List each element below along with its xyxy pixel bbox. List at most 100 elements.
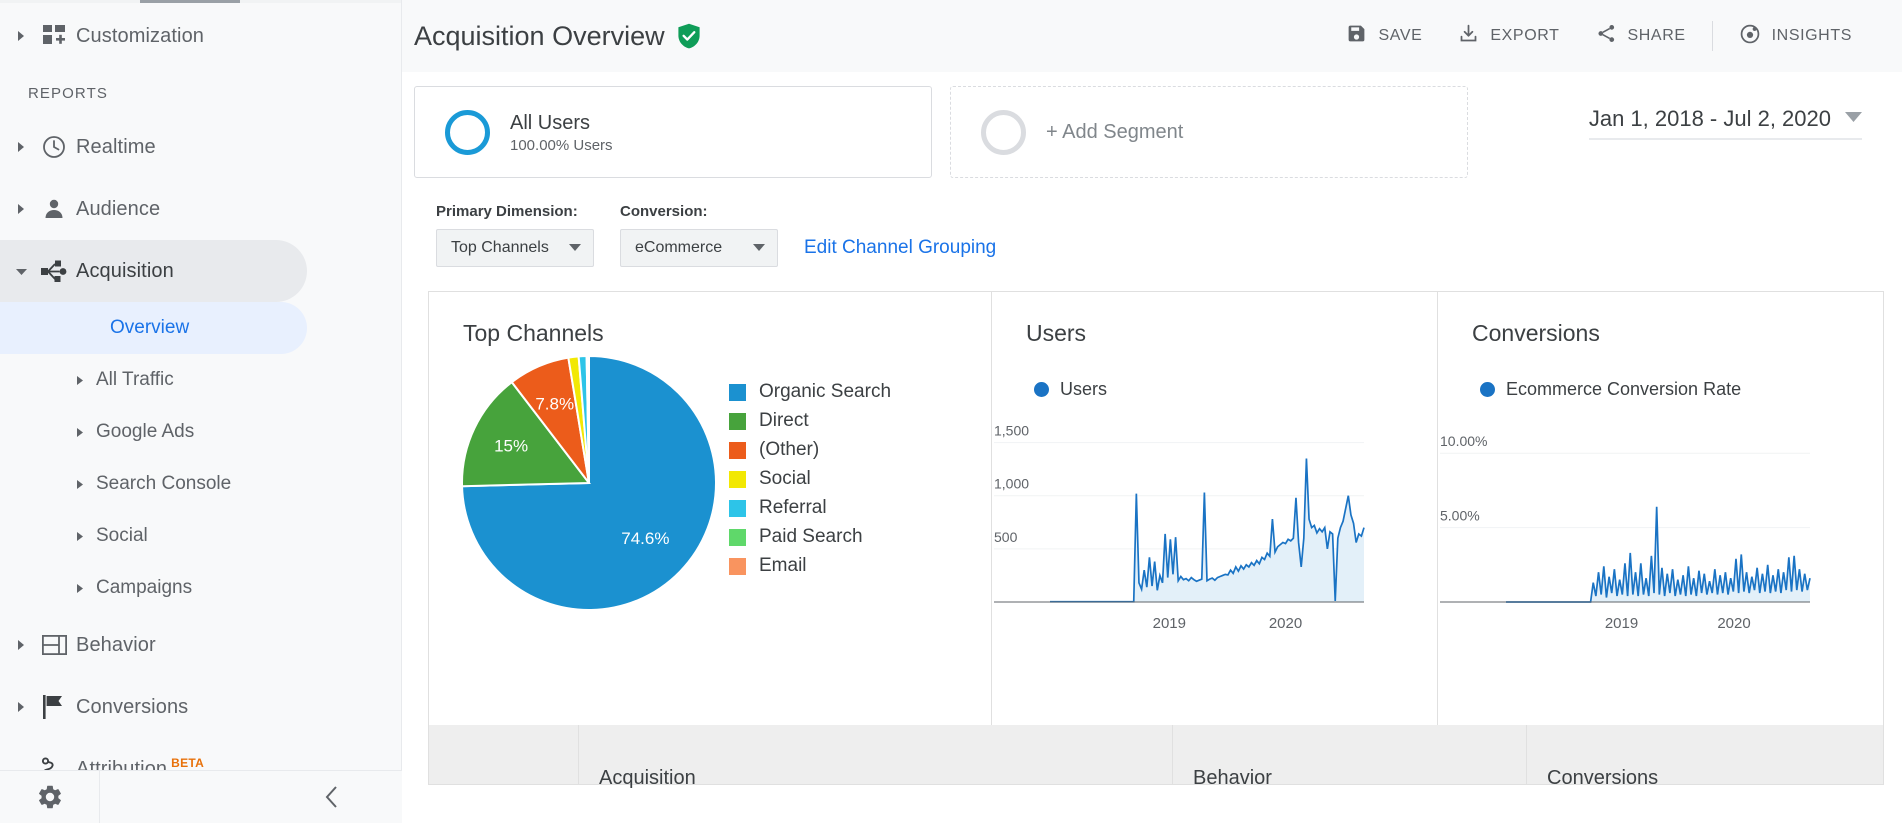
chevron-down-icon: [753, 239, 765, 257]
table-column-label: Conversions: [1547, 767, 1659, 789]
add-segment-button[interactable]: + Add Segment: [950, 86, 1468, 178]
chevron-right-icon: [10, 640, 32, 650]
sidebar-item-overview[interactable]: Overview: [0, 302, 307, 354]
segment-all-users[interactable]: All Users 100.00% Users: [414, 86, 932, 178]
main-content: Acquisition Overview SAVE: [402, 0, 1902, 823]
svg-text:1,000: 1,000: [994, 476, 1029, 492]
chevron-down-icon: [1845, 110, 1862, 128]
segment-list: All Users 100.00% Users + Add Segment: [402, 86, 1468, 178]
sidebar-item-customization[interactable]: Customization: [0, 5, 401, 67]
attribution-text: Attribution: [76, 757, 168, 774]
pie-legend-item[interactable]: Paid Search: [729, 526, 891, 548]
edit-channel-grouping-link[interactable]: Edit Channel Grouping: [804, 237, 997, 258]
pie-legend-item[interactable]: Social: [729, 468, 891, 490]
download-icon: [1458, 23, 1479, 49]
sidebar-item-label: Audience: [76, 197, 161, 220]
sidebar-item-social[interactable]: Social: [0, 510, 401, 562]
collapse-sidebar-button[interactable]: [100, 771, 402, 823]
add-segment-label: + Add Segment: [1046, 120, 1184, 143]
pie-legend-item[interactable]: Direct: [729, 410, 891, 432]
chevron-right-icon: [10, 702, 32, 712]
svg-text:500: 500: [994, 529, 1018, 545]
segment-text: All Users 100.00% Users: [510, 110, 613, 154]
sidebar-item-google-ads[interactable]: Google Ads: [0, 406, 401, 458]
save-button[interactable]: SAVE: [1328, 14, 1440, 58]
share-button[interactable]: SHARE: [1578, 14, 1704, 58]
save-label: SAVE: [1378, 27, 1423, 44]
legend-dot-icon: [1034, 382, 1049, 397]
table-column-conversions: Conversions: [1527, 725, 1883, 789]
segment-bar: All Users 100.00% Users + Add Segment Ja…: [402, 72, 1902, 179]
legend-swatch-icon: [729, 383, 746, 401]
chevron-right-icon: [76, 583, 96, 593]
primary-dimension-select[interactable]: Top Channels: [436, 229, 594, 267]
acquisition-icon: [32, 260, 76, 282]
pie-legend-item[interactable]: Referral: [729, 497, 891, 519]
sidebar-item-label: Realtime: [76, 135, 156, 158]
panel-title: Users: [1026, 320, 1087, 346]
chevron-right-icon: [76, 479, 96, 489]
save-icon: [1346, 23, 1367, 49]
chevron-right-icon: [76, 531, 96, 541]
share-icon: [1596, 23, 1617, 49]
sidebar-item-acquisition[interactable]: Acquisition: [0, 240, 307, 302]
svg-text:5.00%: 5.00%: [1440, 508, 1480, 524]
sidebar: Customization REPORTS Realtime: [0, 0, 402, 823]
legend-dot-icon: [1480, 382, 1495, 397]
export-button[interactable]: EXPORT: [1440, 14, 1577, 58]
panel-top-channels: Top Channels 74.6% 15% 7.8% Organic Search…: [429, 292, 991, 725]
sidebar-item-audience[interactable]: Audience: [0, 178, 401, 240]
sidebar-scroll[interactable]: Customization REPORTS Realtime: [0, 3, 401, 773]
panel-conversions: Conversions Ecommerce Conversion Rate 5.…: [1437, 292, 1883, 725]
legend-swatch-icon: [729, 557, 746, 575]
clock-icon: [32, 135, 76, 159]
pie-legend-item[interactable]: (Other): [729, 439, 891, 461]
svg-text:2020: 2020: [1269, 615, 1302, 632]
users-legend: Users: [992, 379, 1437, 400]
gear-icon[interactable]: [0, 770, 100, 823]
sidebar-item-attribution[interactable]: Attribution BETA: [0, 738, 401, 773]
pie-chart-area: 74.6% 15% 7.8% Organic Search Direct (Other)…: [429, 353, 991, 618]
sidebar-item-search-console[interactable]: Search Console: [0, 458, 401, 510]
sidebar-item-behavior[interactable]: Behavior: [0, 614, 401, 676]
chevron-right-icon: [76, 427, 96, 437]
panel-title: Conversions: [1472, 320, 1600, 346]
chevron-right-icon: [10, 31, 32, 41]
legend-swatch-icon: [729, 412, 746, 430]
sidebar-subitem-label: Overview: [110, 317, 190, 338]
conversions-legend-label: Ecommerce Conversion Rate: [1506, 379, 1742, 399]
svg-text:15%: 15%: [494, 437, 528, 456]
page-title: Acquisition Overview: [414, 21, 701, 52]
table-column-acquisition: Acquisition: [579, 725, 1173, 789]
users-chart[interactable]: 500 1,000 1,500 2019 2020: [992, 406, 1437, 651]
conversions-legend: Ecommerce Conversion Rate: [1438, 379, 1883, 400]
pie-chart[interactable]: 74.6% 15% 7.8%: [429, 353, 729, 618]
sidebar-item-label: Customization: [76, 24, 205, 47]
pie-legend-item[interactable]: Organic Search: [729, 381, 891, 403]
pie-legend-item[interactable]: Email: [729, 555, 891, 577]
sidebar-subitem-label: Social: [96, 525, 148, 546]
header-toolbar: SAVE EXPORT: [1328, 14, 1870, 58]
insights-button[interactable]: INSIGHTS: [1721, 14, 1870, 58]
sidebar-item-realtime[interactable]: Realtime: [0, 116, 401, 178]
conversions-chart[interactable]: 5.00% 10.00% 2019 2020: [1438, 406, 1883, 651]
dimension-controls: Primary Dimension: Top Channels Conversi…: [402, 179, 1902, 267]
date-range-picker[interactable]: Jan 1, 2018 - Jul 2, 2020: [1588, 106, 1862, 140]
sidebar-item-all-traffic[interactable]: All Traffic: [0, 354, 401, 406]
chevron-right-icon: [76, 375, 96, 385]
legend-label: Email: [759, 555, 807, 576]
sidebar-item-campaigns[interactable]: Campaigns: [0, 562, 401, 614]
chart-panels: Top Channels 74.6% 15% 7.8% Organic Search…: [428, 291, 1884, 725]
panel-users: Users Users 500 1,000 1,500 2019 2020: [991, 292, 1437, 725]
shield-check-icon: [677, 23, 701, 49]
customization-icon: [32, 25, 76, 47]
conversion-select[interactable]: eCommerce: [620, 229, 778, 267]
flag-icon: [32, 695, 76, 719]
svg-text:2020: 2020: [1717, 615, 1750, 632]
sidebar-item-conversions[interactable]: Conversions: [0, 676, 401, 738]
svg-text:74.6%: 74.6%: [621, 529, 669, 548]
sidebar-item-label: Attribution BETA: [76, 756, 204, 774]
legend-swatch-icon: [729, 470, 746, 488]
sidebar-item-label: Acquisition: [76, 259, 174, 282]
